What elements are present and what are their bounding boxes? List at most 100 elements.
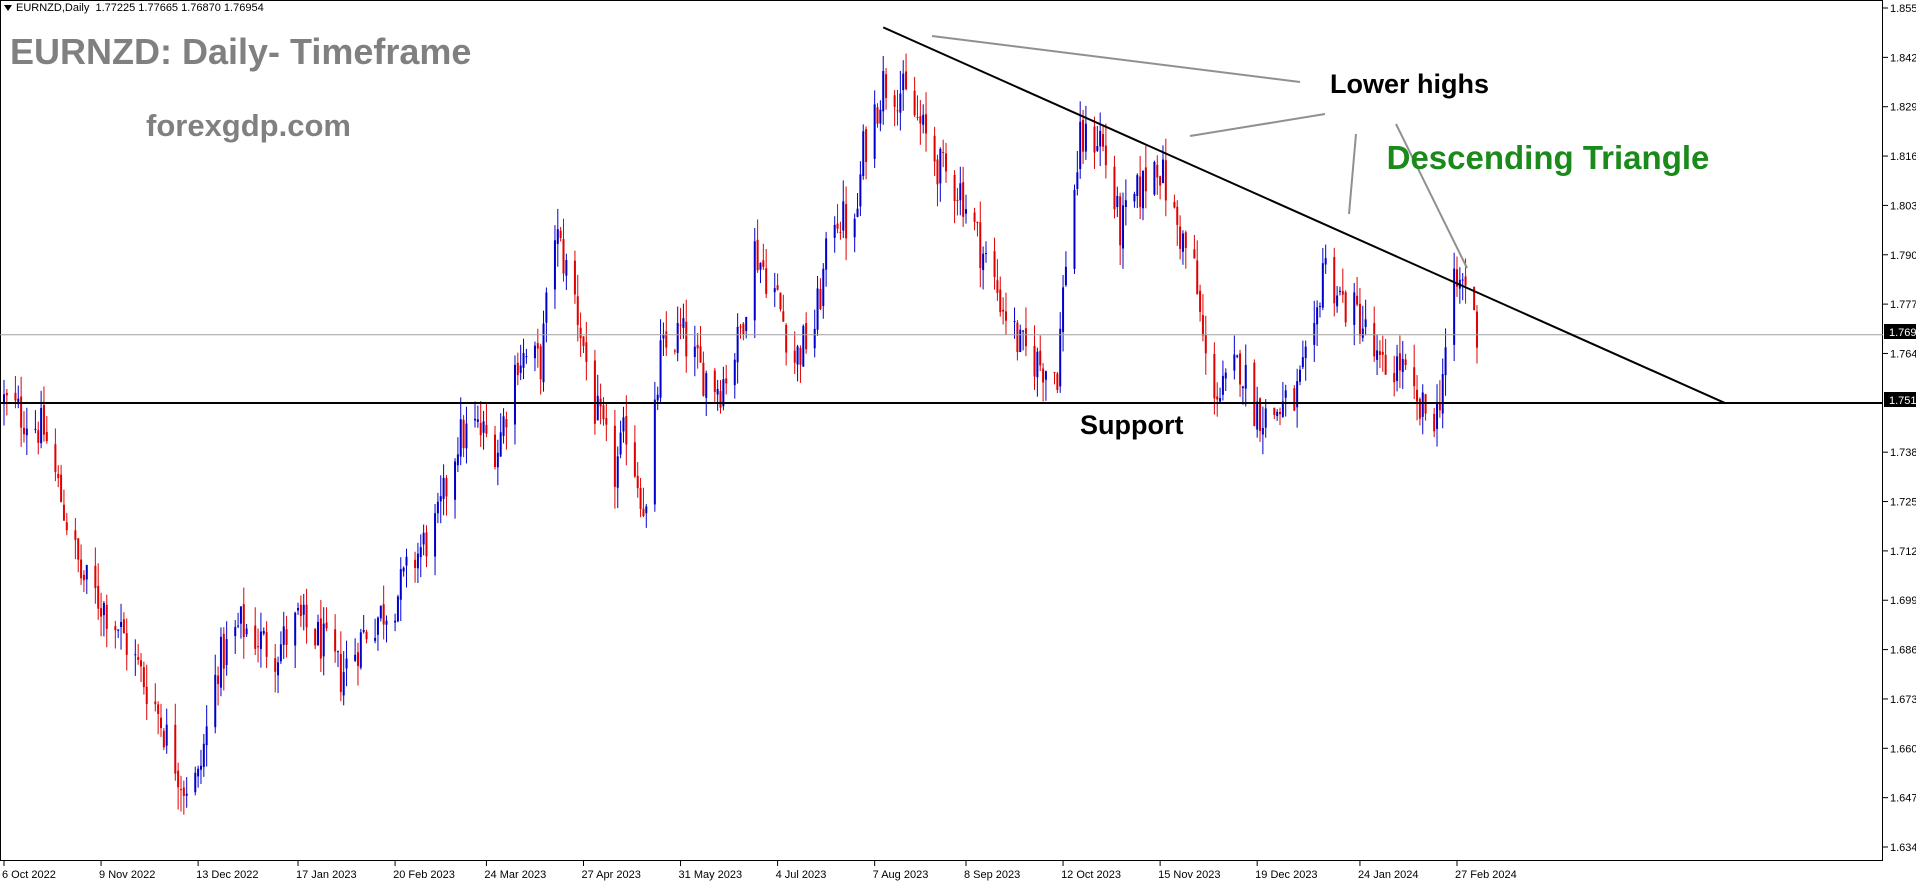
- candle: [993, 237, 996, 290]
- candle: [345, 640, 348, 687]
- candle: [1281, 382, 1284, 418]
- candle: [237, 612, 240, 629]
- y-tick-label: 1.68660: [1890, 645, 1916, 657]
- candle: [259, 612, 262, 668]
- y-tick-label: 1.79060: [1890, 250, 1916, 262]
- candle: [513, 355, 516, 445]
- candle: [493, 425, 496, 470]
- y-tick-label: 1.67360: [1890, 694, 1916, 706]
- candle: [736, 313, 739, 384]
- candle: [197, 765, 200, 788]
- candle: [933, 126, 936, 177]
- candle: [819, 278, 822, 311]
- ohlc-values: 1.77225 1.77665 1.76870 1.76954: [95, 2, 264, 14]
- candle: [713, 368, 716, 404]
- candle: [1421, 384, 1424, 435]
- candle: [277, 656, 280, 694]
- candle: [414, 551, 417, 583]
- candle: [1104, 123, 1107, 179]
- candle: [242, 587, 245, 659]
- candle: [845, 186, 848, 261]
- candle: [1376, 334, 1379, 375]
- candle: [893, 89, 896, 127]
- candle: [1356, 277, 1359, 307]
- candle: [1164, 138, 1167, 217]
- symbol-header: EURNZD,Daily 1.77225 1.77665 1.76870 1.7…: [4, 2, 264, 14]
- candle: [682, 303, 685, 339]
- candle: [317, 614, 320, 646]
- candle: [125, 618, 128, 671]
- candle: [34, 410, 37, 434]
- candle: [154, 683, 157, 712]
- candle: [1056, 371, 1059, 394]
- candle: [1398, 335, 1401, 389]
- candle: [999, 276, 1002, 317]
- candle: [859, 161, 862, 216]
- candle: [685, 299, 688, 373]
- candle: [425, 525, 428, 568]
- candle: [585, 321, 588, 381]
- candle: [476, 405, 479, 428]
- candle: [100, 592, 103, 637]
- candle: [302, 593, 305, 631]
- support-price-box: [1884, 392, 1916, 407]
- candle: [1113, 155, 1116, 219]
- candle: [362, 614, 365, 634]
- candle: [1413, 344, 1416, 400]
- candle: [825, 231, 828, 287]
- candle: [485, 403, 488, 438]
- candle: [214, 654, 217, 734]
- candle: [334, 614, 337, 663]
- candle: [499, 413, 502, 457]
- y-tick-label: 1.69960: [1890, 595, 1916, 607]
- candle: [1201, 294, 1204, 342]
- candle: [945, 142, 948, 183]
- candle: [305, 588, 308, 644]
- candle: [1396, 344, 1399, 392]
- candle: [1039, 335, 1042, 372]
- candle: [165, 708, 168, 754]
- candle: [965, 194, 968, 224]
- candle: [542, 310, 545, 392]
- candle: [179, 775, 182, 812]
- candle: [1173, 194, 1176, 209]
- candle: [279, 631, 282, 664]
- candle: [405, 548, 408, 588]
- candle: [1404, 353, 1407, 371]
- candle: [225, 621, 228, 676]
- candle: [833, 216, 836, 253]
- candle: [60, 464, 63, 503]
- candle: [785, 323, 788, 366]
- candle: [596, 374, 599, 421]
- y-tick-label: 1.81660: [1890, 151, 1916, 163]
- candle: [1116, 186, 1119, 218]
- candle: [134, 639, 137, 676]
- candle: [1136, 173, 1139, 209]
- candle: [1261, 406, 1264, 455]
- candle: [1336, 286, 1339, 313]
- candle: [1321, 247, 1324, 311]
- candle: [1381, 335, 1384, 372]
- candle: [559, 226, 562, 242]
- candle: [776, 273, 779, 291]
- candle: [1436, 384, 1439, 447]
- candle: [120, 603, 123, 650]
- candle: [1393, 355, 1396, 397]
- candle: [1002, 297, 1005, 325]
- candle: [779, 292, 782, 312]
- candle: [1338, 286, 1341, 296]
- candle: [65, 512, 68, 536]
- y-tick-label: 1.77760: [1890, 299, 1916, 311]
- x-tick-label: 24 Jan 2024: [1358, 869, 1419, 881]
- candle: [913, 76, 916, 117]
- candle: [1099, 112, 1102, 167]
- candle: [1013, 307, 1016, 339]
- candle: [245, 623, 248, 638]
- candle: [842, 180, 845, 239]
- support-price-label: 1.75155: [1889, 395, 1916, 407]
- candle: [759, 262, 762, 284]
- candle: [454, 458, 457, 519]
- y-tick-label: 1.85560: [1890, 3, 1916, 15]
- x-tick-label: 19 Dec 2023: [1255, 869, 1317, 881]
- candle: [262, 627, 265, 636]
